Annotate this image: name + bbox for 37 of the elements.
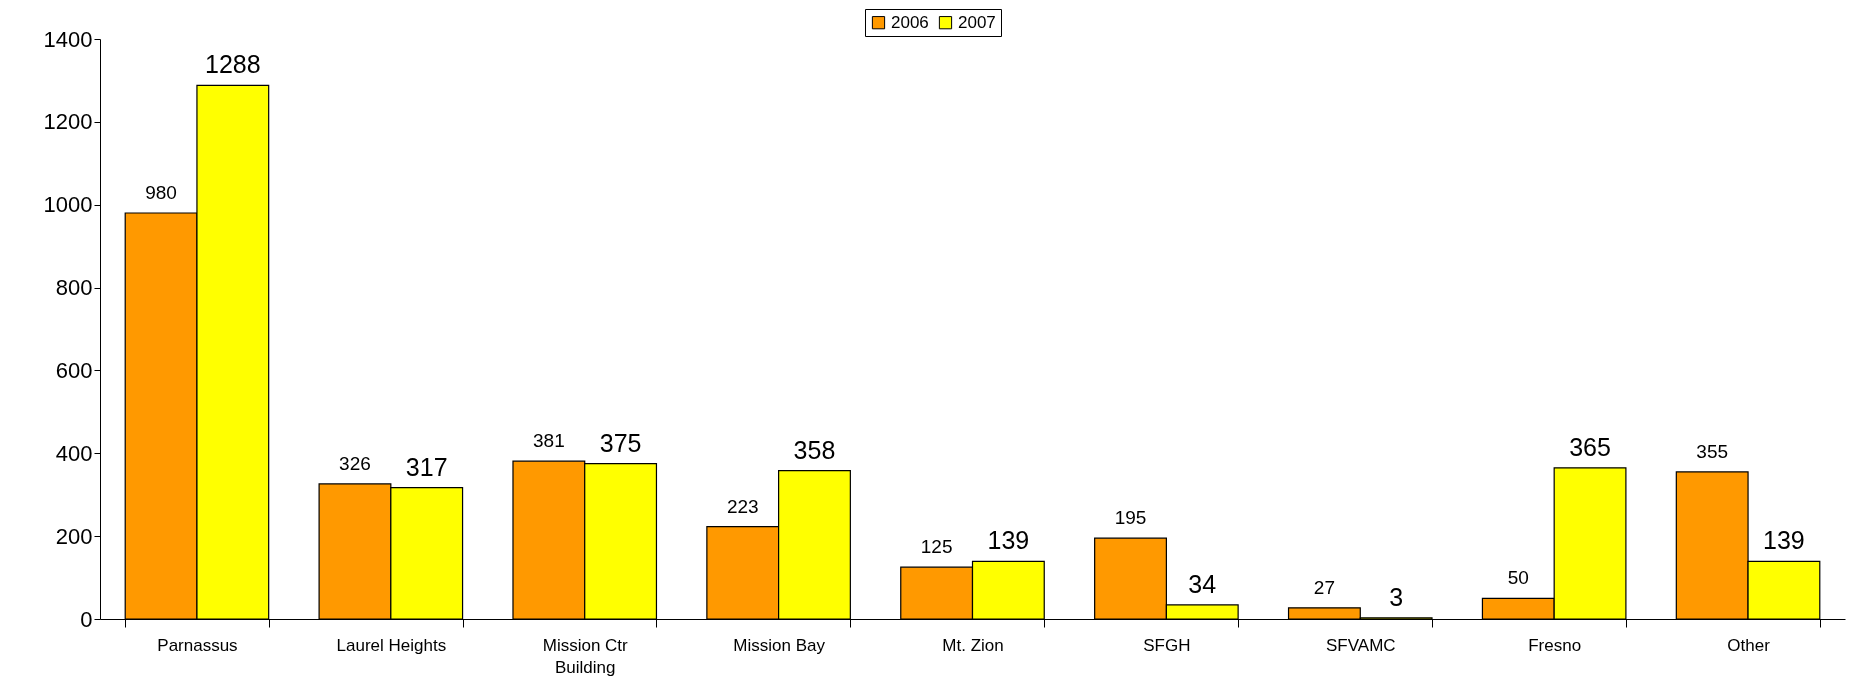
data-label: 139 [987, 526, 1030, 555]
x-tick-label: SFGH [1143, 635, 1191, 655]
data-label: 1288 [205, 50, 261, 79]
legend-label: 2007 [958, 12, 996, 32]
x-tick-label: Mission Ctr Building [542, 635, 629, 677]
data-label: 365 [1569, 432, 1611, 461]
y-tick-label: 400 [55, 440, 93, 466]
data-label: 317 [405, 452, 448, 481]
data-label: 223 [726, 495, 759, 517]
y-tick-label: 600 [55, 357, 93, 383]
y-tick-label: 0 [80, 606, 93, 632]
data-label: 980 [145, 182, 177, 203]
legend-label: 2006 [891, 12, 929, 32]
x-tick-label: Other [1727, 635, 1771, 655]
data-label: 195 [1114, 507, 1147, 529]
data-label: 34 [1188, 569, 1217, 598]
data-label: 27 [1313, 576, 1335, 598]
y-tick-label: 1200 [43, 109, 93, 135]
x-tick-label: Laurel Heights [336, 635, 447, 655]
x-tick-label: Fresno [1528, 635, 1582, 655]
data-label: 3 [1389, 582, 1404, 611]
data-label: 355 [1696, 440, 1729, 462]
data-label: 375 [599, 428, 642, 457]
data-label: 358 [793, 435, 836, 464]
data-label: 125 [920, 536, 953, 558]
y-tick-label: 200 [55, 523, 93, 549]
data-label: 381 [533, 430, 565, 452]
y-tick-label: 800 [55, 275, 93, 301]
x-tick-label: Mt. Zion [942, 635, 1004, 655]
x-tick-label: SFVAMC [1325, 635, 1396, 655]
x-tick-label: Mission Bay [733, 635, 826, 655]
y-tick-label: 1400 [43, 26, 93, 52]
data-label: 326 [339, 452, 371, 474]
x-tick-label: Parnassus [157, 635, 238, 655]
y-tick-label: 1000 [43, 192, 93, 218]
data-label: 50 [1507, 567, 1529, 589]
data-label: 139 [1763, 526, 1805, 555]
